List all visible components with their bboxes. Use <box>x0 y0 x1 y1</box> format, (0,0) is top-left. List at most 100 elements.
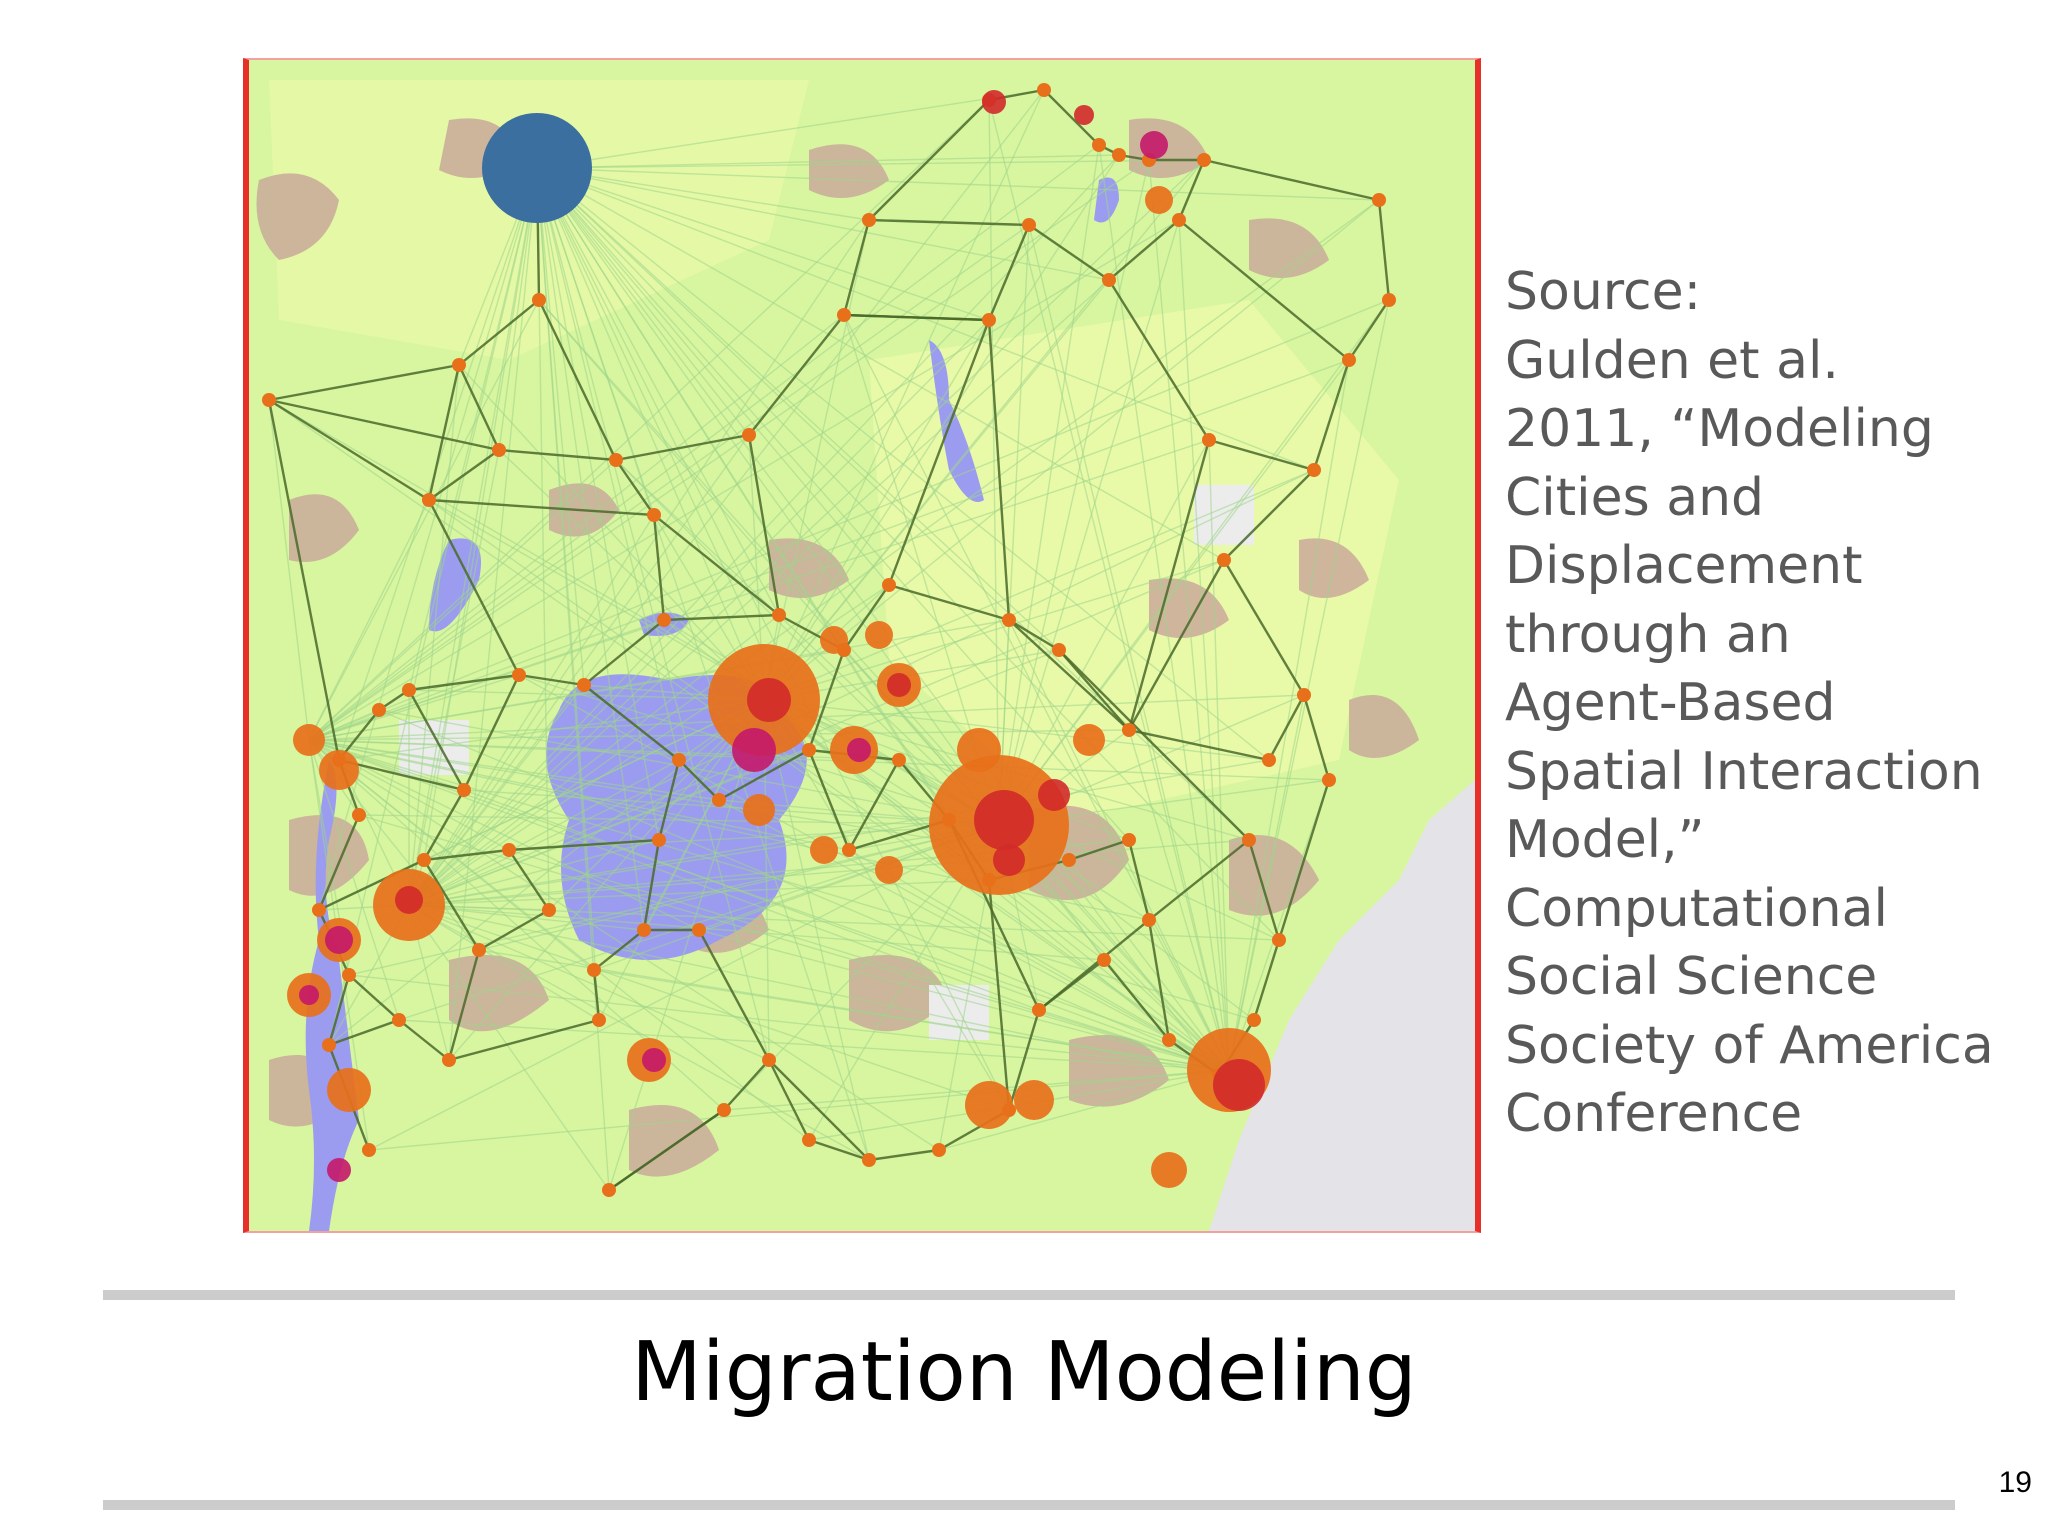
migration-flow-line <box>536 167 990 321</box>
city-node <box>1382 293 1396 307</box>
urban-area <box>1069 1035 1169 1107</box>
migration-flow-line <box>1178 219 1230 1071</box>
road-segment <box>1178 219 1350 361</box>
capital-node <box>482 113 592 223</box>
migration-flow-line <box>536 167 1225 561</box>
city-node <box>362 1143 376 1157</box>
migration-flow-line <box>536 154 1120 169</box>
road-segment <box>1377 199 1391 301</box>
road-segment <box>1043 89 1100 146</box>
road-segment <box>748 314 845 436</box>
highland-zone <box>869 300 1399 820</box>
road-segment <box>1008 619 1130 731</box>
city-node-large <box>1073 724 1105 756</box>
slide-title: Migration Modeling <box>631 1325 1417 1420</box>
city-node-core <box>299 985 319 1005</box>
city-node <box>587 963 601 977</box>
city-node <box>1092 138 1106 152</box>
city-node <box>532 293 546 307</box>
road-segment <box>1177 159 1206 221</box>
migration-flow-line <box>408 364 460 906</box>
migration-flow-line <box>1068 859 1230 1071</box>
road-segment <box>843 584 890 651</box>
migration-flow-line <box>308 739 1040 1011</box>
migration-flow-line <box>308 99 990 741</box>
road-segment <box>642 839 661 931</box>
migration-flow-line <box>408 759 680 906</box>
source-line: Society of America <box>1505 1015 1994 1076</box>
migration-flow-line <box>308 299 1390 741</box>
migration-flow-line <box>408 749 810 906</box>
road-segment <box>327 974 351 1046</box>
road-segment <box>808 1138 870 1162</box>
road-segment <box>267 399 341 761</box>
migration-flow-line <box>763 699 1270 761</box>
migration-flow-line <box>408 879 990 906</box>
city-node <box>1272 933 1286 947</box>
road-segment <box>888 583 1010 622</box>
migration-flow-line <box>536 167 1060 651</box>
migration-flow-line <box>1148 159 1230 1071</box>
source-line: through an <box>1505 604 1791 665</box>
migration-flow-line <box>408 434 750 906</box>
road-segment <box>747 434 781 616</box>
road-segment <box>268 398 430 502</box>
city-node <box>862 213 876 227</box>
road-segment <box>1127 559 1226 731</box>
migration-flow-line <box>328 167 538 1046</box>
migration-flow-line <box>308 499 430 741</box>
migration-flow-line <box>408 904 645 931</box>
city-node <box>1142 913 1156 927</box>
migration-flow-line <box>308 739 465 791</box>
migration-flow-line <box>1128 729 1230 1071</box>
city-node <box>417 853 431 867</box>
city-node <box>592 1013 606 1027</box>
migration-flow-line <box>1028 224 1230 1071</box>
city-node <box>502 843 516 857</box>
city-node <box>1307 463 1321 477</box>
road-segment <box>767 1059 811 1141</box>
source-line: Computational <box>1505 878 1888 939</box>
migration-flow-line <box>408 469 1315 906</box>
migration-flow-line <box>408 904 610 1191</box>
migration-flow-line <box>308 359 1350 741</box>
migration-flow-line <box>998 299 1390 826</box>
city-node <box>1002 613 1016 627</box>
city-node <box>637 923 651 937</box>
road-segment <box>508 838 660 852</box>
road-segment <box>1147 919 1171 1041</box>
road-segment <box>1058 649 1250 841</box>
city-node-core <box>1074 105 1094 125</box>
migration-flow-line <box>268 399 310 741</box>
migration-flow-line <box>368 1069 1230 1151</box>
city-node <box>1202 433 1216 447</box>
city-node-large <box>327 1068 371 1112</box>
road-segment <box>1068 838 1130 862</box>
road-segment <box>663 613 780 622</box>
migration-flow-line <box>408 159 1205 906</box>
migration-flow-line <box>408 904 600 1021</box>
city-node-large <box>810 836 838 864</box>
road-segment <box>268 363 460 402</box>
migration-flow-line <box>518 674 1230 1071</box>
city-node <box>712 793 726 807</box>
city-node <box>647 508 661 522</box>
migration-flow-line <box>408 319 990 906</box>
road-segment <box>1007 1009 1041 1111</box>
page-number: 19 <box>1998 1466 2032 1499</box>
migration-flow-line <box>408 904 1105 961</box>
city-node <box>352 808 366 822</box>
road-segment <box>678 759 720 801</box>
city-node <box>1052 643 1066 657</box>
migration-flow-line <box>536 167 1380 201</box>
road-segment <box>1302 694 1331 781</box>
migration-flow-line <box>408 449 500 906</box>
migration-flow-line <box>308 739 700 931</box>
urban-area <box>1229 835 1319 916</box>
road-segment <box>1203 158 1380 202</box>
city-node <box>932 1143 946 1157</box>
migration-flow-line <box>615 459 1230 1071</box>
road-segment <box>268 398 500 452</box>
migration-flow-line <box>998 439 1210 826</box>
road-segment <box>1223 469 1315 561</box>
